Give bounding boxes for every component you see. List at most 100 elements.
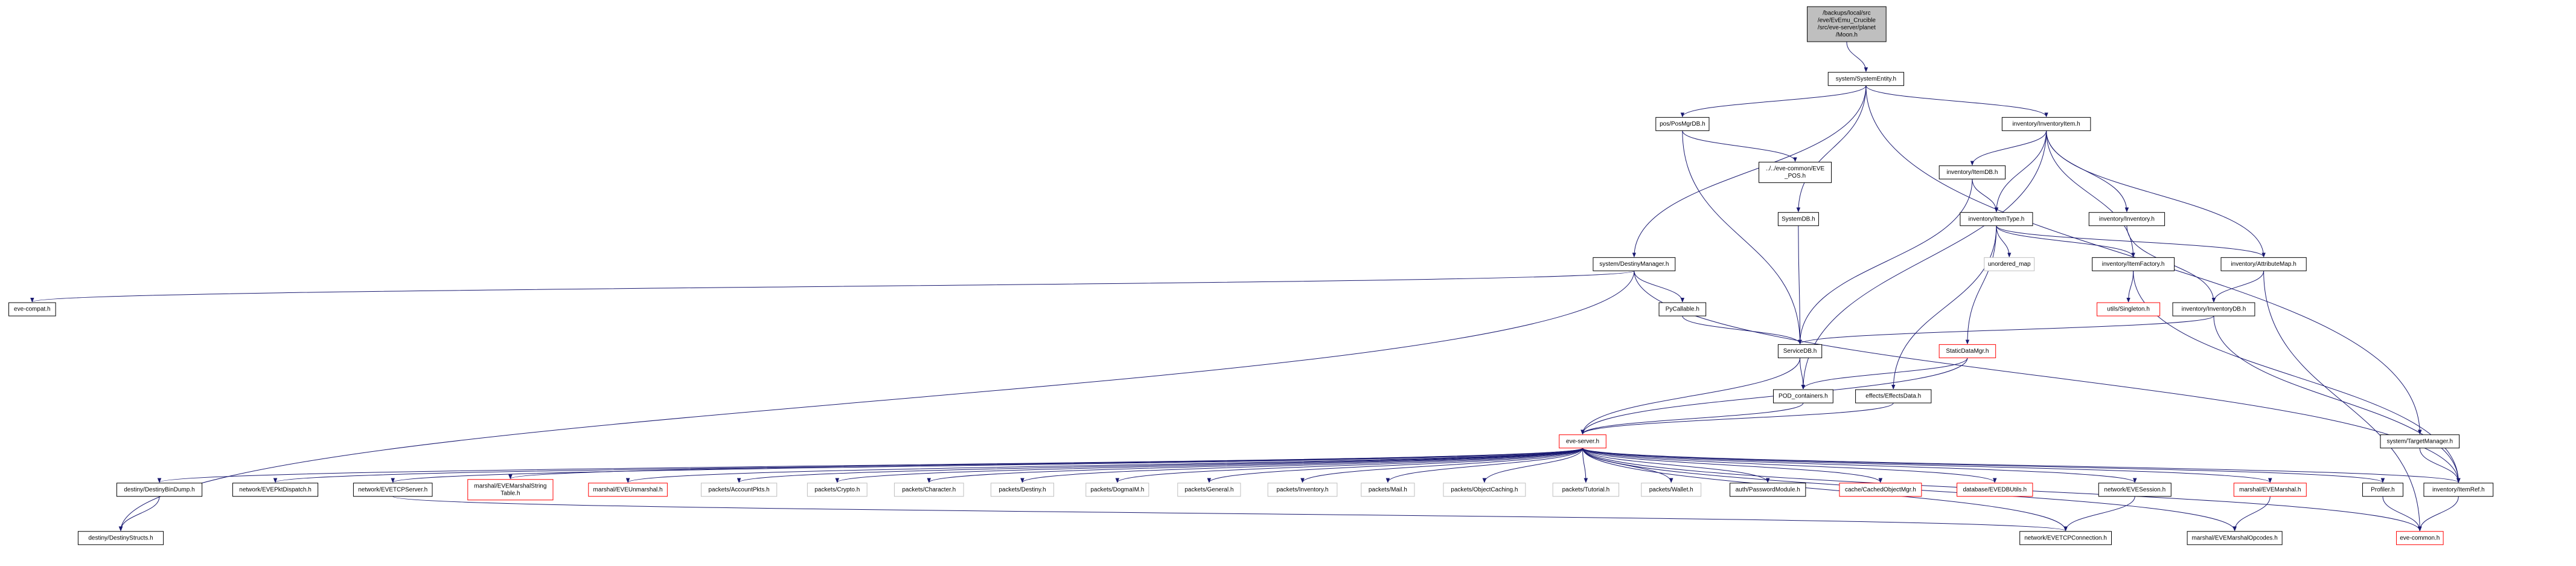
edge [739, 448, 1584, 483]
node-label: unordered_map [1988, 261, 2031, 268]
node-box [467, 479, 554, 501]
edge [2129, 271, 2134, 302]
edge [1682, 130, 1800, 344]
node-label: packets/ObjectCaching.h [1451, 486, 1518, 493]
node-label: auth/PasswordModule.h [1736, 486, 1800, 493]
edge [2235, 496, 2271, 531]
node-label: packets/Destiny.h [999, 486, 1046, 493]
node: network/EVESession.h [2098, 483, 2172, 497]
node: inventory/ItemRef.h [2423, 483, 2494, 497]
node-label: packets/Wallet.h [1649, 486, 1693, 493]
node: inventory/ItemType.h [1960, 212, 2033, 227]
node-label: inventory/AttributeMap.h [2231, 261, 2296, 268]
node: PyCallable.h [1658, 302, 1707, 317]
node-box [2187, 531, 2283, 545]
node-box [1759, 161, 1832, 183]
node-box [2423, 483, 2494, 497]
node: packets/Tutorial.h [1552, 483, 1620, 497]
node: packets/DogmaIM.h [1085, 483, 1149, 497]
node: cache/CachedObjectMgr.h [1839, 483, 1922, 497]
edge [2382, 496, 2420, 531]
node-label: pos/PosMgrDB.h [1660, 121, 1705, 127]
edge [1582, 448, 1768, 483]
node: marshal/EVEUnmarshal.h [588, 483, 668, 497]
node-box [1552, 483, 1620, 497]
node: inventory/InventoryDB.h [2172, 302, 2255, 317]
edge [1972, 179, 1996, 211]
node-box [990, 483, 1055, 497]
node-label: packets/DogmaIM.h [1090, 486, 1144, 493]
node-label: marshal/EVEMarshalOpcodes.h [2191, 535, 2277, 541]
node-label: packets/AccountPkts.h [709, 486, 770, 493]
node-box [2233, 483, 2307, 497]
edge [1582, 448, 2135, 483]
node-box [2097, 302, 2161, 317]
edge [2046, 130, 2264, 257]
node-label: packets/General.h [1184, 486, 1233, 493]
node-label: packets/Tutorial.h [1562, 486, 1610, 493]
edge [1582, 448, 2383, 483]
edge [929, 448, 1584, 483]
edge [2419, 448, 2458, 483]
node-box [1085, 483, 1149, 497]
edge [392, 496, 2066, 532]
node: inventory/InventoryItem.h [2001, 117, 2091, 131]
node-label: PyCallable.h [1666, 306, 1699, 313]
node: system/SystemEntity.h [1827, 72, 1905, 86]
node: packets/Crypto.h [807, 483, 868, 497]
node: database/EVEDBUtils.h [1957, 483, 2033, 497]
edge [1634, 271, 2458, 482]
node: unordered_map [1984, 257, 2035, 271]
node-box [2396, 531, 2444, 545]
node-box [1773, 389, 1833, 404]
node: eve-common.h [2396, 531, 2444, 545]
node-box [2088, 212, 2165, 227]
node: effects/EffectsData.h [1855, 389, 1932, 404]
node: packets/ObjectCaching.h [1443, 483, 1526, 497]
node-box [116, 483, 203, 497]
node-box [1730, 483, 1806, 497]
node-label: SystemDB.h [1782, 216, 1815, 222]
node-box [1177, 483, 1241, 497]
edge [1582, 448, 1995, 483]
node: inventory/AttributeMap.h [2220, 257, 2307, 271]
node-label: inventory/ItemDB.h [1946, 169, 1998, 176]
edge [837, 448, 1584, 483]
edge [1582, 448, 2459, 483]
node: auth/PasswordModule.h [1730, 483, 1806, 497]
edge [1996, 130, 2047, 211]
node-label: packets/Character.h [902, 486, 956, 493]
edge [121, 496, 160, 531]
node-label: database/EVEDBUtils.h [1963, 486, 2027, 493]
edge [1209, 448, 1584, 483]
node-label: Table.h [500, 490, 520, 497]
edge [1485, 448, 1584, 483]
node: inventory/ItemFactory.h [2092, 257, 2175, 271]
node-box [77, 531, 164, 545]
node-box [1658, 302, 1707, 317]
node-label: marshal/EVEMarshalString [474, 483, 546, 489]
node-label: destiny/DestinyStructs.h [88, 535, 153, 541]
edge [1967, 225, 1997, 344]
node-box [1957, 483, 2033, 497]
edge [1303, 448, 1584, 483]
edge [1800, 358, 1803, 389]
edge [1972, 130, 2047, 166]
node-box [2019, 531, 2112, 545]
node: packets/General.h [1177, 483, 1241, 497]
node: inventory/ItemDB.h [1938, 165, 2006, 179]
node: packets/Inventory.h [1267, 483, 1338, 497]
edge [1996, 225, 2009, 257]
node: inventory/Inventory.h [2088, 212, 2165, 227]
node-label: inventory/ItemRef.h [2432, 486, 2485, 493]
edge [32, 270, 1635, 303]
node-box [2098, 483, 2172, 497]
node: eve-server.h [1559, 434, 1606, 449]
edge [1583, 402, 1894, 435]
node-box [1938, 165, 2006, 179]
edge [2213, 316, 2458, 483]
edge [1582, 448, 1586, 483]
node-label: marshal/EVEUnmarshal.h [593, 486, 663, 493]
